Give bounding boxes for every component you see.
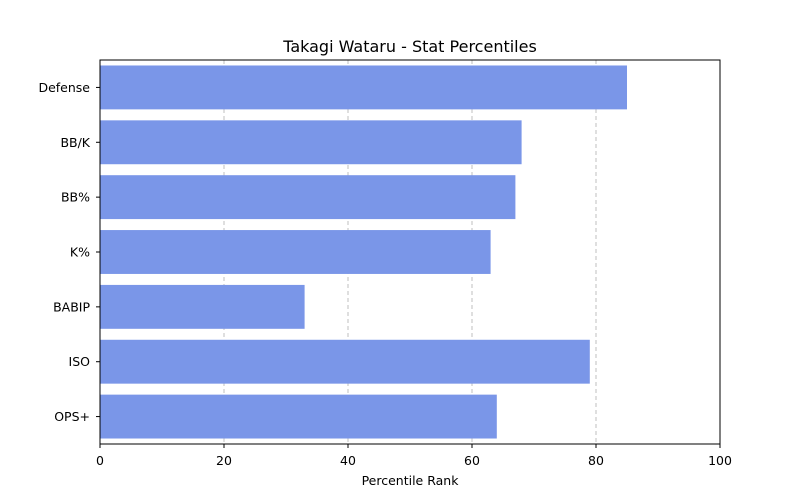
bar-babip bbox=[100, 284, 305, 329]
x-tick-label: 100 bbox=[708, 453, 732, 468]
chart-title: Takagi Wataru - Stat Percentiles bbox=[282, 37, 537, 56]
y-axis-ticks: Defense BB/K BB% K% BABIP ISO OPS+ bbox=[38, 80, 100, 424]
x-tick-label: 20 bbox=[216, 453, 232, 468]
bar-k- bbox=[100, 230, 491, 274]
y-tick-label: BABIP bbox=[53, 299, 90, 314]
y-tick-label: Defense bbox=[38, 80, 90, 95]
y-tick-label: BB/K bbox=[60, 135, 90, 150]
x-tick-label: 80 bbox=[588, 453, 604, 468]
x-axis-label: Percentile Rank bbox=[362, 473, 460, 488]
x-tick-label: 0 bbox=[96, 453, 104, 468]
y-tick-label: ISO bbox=[69, 354, 91, 369]
y-tick-label: K% bbox=[70, 245, 90, 260]
x-tick-label: 60 bbox=[464, 453, 480, 468]
y-tick-label: BB% bbox=[61, 190, 90, 205]
bar-bb-k bbox=[100, 120, 522, 165]
bar-bb- bbox=[100, 175, 516, 220]
bars bbox=[100, 65, 627, 439]
x-axis-ticks: 0 20 40 60 80 100 bbox=[96, 444, 732, 468]
x-tick-label: 40 bbox=[340, 453, 356, 468]
bar-ops- bbox=[100, 394, 497, 439]
bar-iso bbox=[100, 339, 590, 384]
bar-defense bbox=[100, 65, 627, 110]
y-tick-label: OPS+ bbox=[54, 409, 90, 424]
